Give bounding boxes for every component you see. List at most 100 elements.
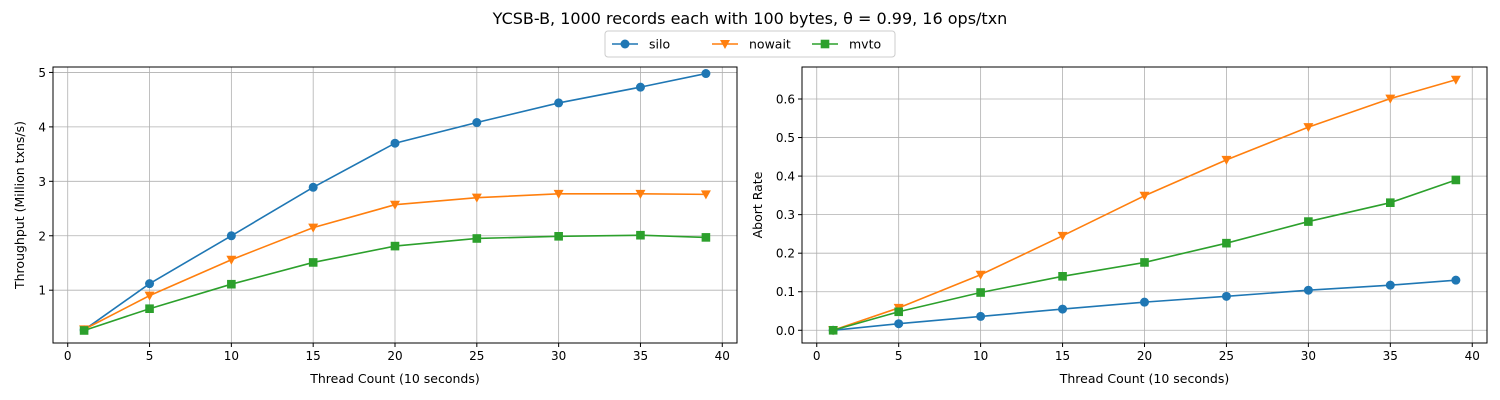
data-point-mvto <box>145 304 154 314</box>
legend-marker-mvto <box>820 39 830 49</box>
y-axis-label: Throughput (Million txns/s) <box>12 121 27 290</box>
y-tick-label: 0.5 <box>776 131 795 145</box>
data-point-mvto <box>79 326 89 335</box>
x-tick-label: 5 <box>895 349 903 363</box>
data-point-nowait <box>226 255 237 265</box>
x-tick-label: 15 <box>306 349 321 363</box>
y-tick-label: 0.1 <box>776 285 795 299</box>
legend-entry-silo: silo <box>612 37 670 52</box>
series-mvto <box>828 175 1461 335</box>
data-point-silo <box>701 69 711 79</box>
data-point-mvto <box>1140 258 1149 267</box>
data-point-nowait <box>390 200 400 210</box>
x-tick-label: 40 <box>1465 349 1480 363</box>
data-point-mvto <box>227 279 236 289</box>
x-tick-label: 20 <box>1137 349 1152 363</box>
data-point-silo <box>472 118 482 128</box>
legend-box <box>604 30 896 58</box>
data-point-silo <box>390 138 400 148</box>
data-point-nowait <box>308 223 319 233</box>
series-mvto <box>79 230 711 335</box>
data-point-silo <box>145 279 155 289</box>
legend-marker-nowait <box>720 40 730 49</box>
data-point-nowait <box>471 193 482 203</box>
y-tick-label: 0.4 <box>776 170 795 184</box>
data-point-mvto <box>701 233 711 242</box>
x-tick-label: 5 <box>146 349 154 363</box>
data-point-mvto <box>1386 198 1395 207</box>
series-nowait <box>828 75 1461 336</box>
x-tick-label: 40 <box>715 349 730 363</box>
x-tick-label: 30 <box>1301 349 1316 363</box>
data-point-silo <box>894 319 904 329</box>
data-point-nowait <box>1303 123 1314 133</box>
throughput-chart: 0 5 10 15 20 25 30 35 40 1 2 3 4 5 Thread Count (10 se… <box>12 66 738 386</box>
y-tick-label: 5 <box>38 66 46 80</box>
data-point-silo <box>1451 275 1461 285</box>
data-point-mvto <box>554 232 563 241</box>
abort-rate-chart: 0 5 10 15 20 25 30 35 40 0.0 0.1 0.2 0.3 0.4 0.5 0.6 Thr… <box>750 66 1488 386</box>
y-tick-label: 3 <box>38 175 46 189</box>
x-tick-label: 20 <box>387 349 402 363</box>
data-point-nowait <box>553 189 564 199</box>
data-point-mvto <box>1451 175 1461 185</box>
x-tick-label: 35 <box>633 349 648 363</box>
data-point-silo <box>554 98 564 108</box>
y-tick-label: 0.6 <box>776 92 795 106</box>
data-point-silo <box>635 82 645 92</box>
data-point-mvto <box>390 241 400 251</box>
x-tick-label: 30 <box>551 349 566 363</box>
data-point-mvto <box>472 234 482 243</box>
data-point-mvto <box>828 325 838 335</box>
data-point-mvto <box>636 230 645 240</box>
x-axis-label: Thread Count (10 seconds) <box>1059 371 1230 386</box>
legend-marker-silo <box>620 39 630 49</box>
x-tick-label: 0 <box>813 349 821 363</box>
x-tick-label: 25 <box>1219 349 1234 363</box>
data-point-mvto <box>976 288 985 297</box>
y-tick-label: 0.3 <box>776 208 795 222</box>
data-point-silo <box>976 311 986 321</box>
y-tick-label: 2 <box>38 229 46 243</box>
data-point-nowait <box>1139 191 1150 201</box>
data-point-mvto <box>1222 238 1231 248</box>
legend-label: nowait <box>749 37 791 52</box>
data-point-silo <box>1303 285 1313 295</box>
legend: silo nowait mvto <box>604 30 896 58</box>
data-point-nowait <box>1221 155 1232 165</box>
x-tick-label: 0 <box>64 349 72 363</box>
x-tick-label: 15 <box>1055 349 1070 363</box>
data-point-silo <box>1385 280 1395 290</box>
y-tick-label: 0.0 <box>776 324 795 338</box>
legend-label: mvto <box>849 37 881 52</box>
chart-title: YCSB-B, 1000 records each with 100 bytes… <box>492 9 1008 28</box>
legend-entry-nowait: nowait <box>712 37 791 52</box>
data-point-nowait <box>975 270 986 280</box>
data-point-nowait <box>1450 75 1461 85</box>
data-point-silo <box>1058 304 1068 314</box>
data-point-mvto <box>308 258 318 267</box>
x-tick-label: 25 <box>469 349 484 363</box>
data-point-silo <box>226 231 236 241</box>
y-tick-label: 4 <box>38 120 46 134</box>
data-point-nowait <box>1057 231 1068 241</box>
data-point-nowait <box>700 190 711 200</box>
data-point-mvto <box>894 307 903 317</box>
data-point-nowait <box>1385 94 1396 104</box>
x-tick-label: 10 <box>224 349 239 363</box>
legend-label: silo <box>649 37 670 52</box>
legend-entry-mvto: mvto <box>812 37 881 52</box>
x-axis-label: Thread Count (10 seconds) <box>309 371 480 386</box>
data-point-nowait <box>635 189 646 199</box>
x-tick-label: 10 <box>973 349 988 363</box>
y-tick-label: 1 <box>38 284 46 298</box>
y-axis-label: Abort Rate <box>750 171 765 238</box>
data-point-nowait <box>144 291 155 301</box>
x-tick-label: 35 <box>1383 349 1398 363</box>
data-point-mvto <box>1304 217 1313 226</box>
data-point-mvto <box>1058 272 1067 281</box>
data-point-silo <box>308 182 318 192</box>
data-point-silo <box>1140 297 1149 307</box>
y-tick-label: 0.2 <box>776 247 795 261</box>
